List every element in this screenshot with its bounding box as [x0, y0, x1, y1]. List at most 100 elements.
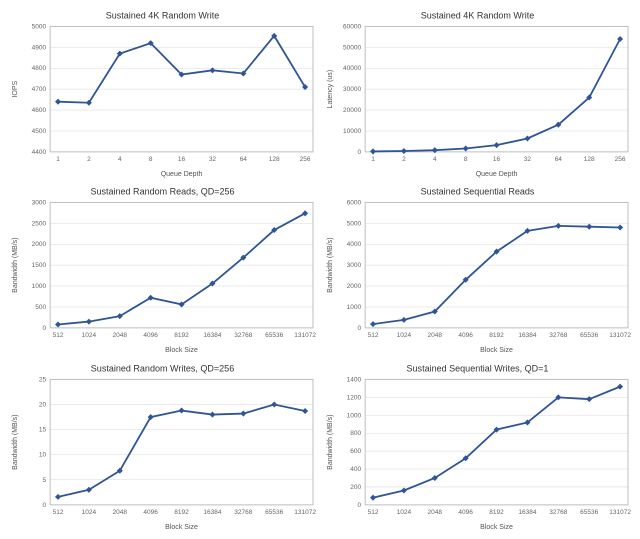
series-line: [373, 226, 620, 324]
x-tick-label: 8192: [174, 332, 189, 339]
y-tick-label: 1000: [347, 412, 362, 419]
y-tick-label: 1200: [347, 394, 362, 401]
y-tick-label: 2000: [347, 283, 362, 290]
y-tick-label: 5000: [32, 23, 47, 30]
x-tick-label: 16: [178, 156, 186, 163]
x-tick-label: 16384: [518, 509, 536, 516]
x-tick-label: 4096: [143, 332, 158, 339]
x-tick-label: 131072: [294, 332, 316, 339]
y-axis-label: Bandwidth (MB/s): [327, 414, 334, 469]
y-tick-label: 2500: [32, 221, 47, 228]
y-tick-label: 0: [358, 149, 362, 156]
series-marker: [209, 411, 215, 417]
y-tick-label: 4600: [32, 107, 47, 114]
series-marker: [463, 145, 469, 151]
y-tick-label: 5: [43, 476, 47, 483]
x-tick-label: 1: [371, 156, 375, 163]
x-tick-label: 2: [87, 156, 91, 163]
x-axis-label: Block Size: [165, 524, 198, 531]
x-tick-label: 65536: [580, 509, 598, 516]
y-tick-label: 4700: [32, 86, 47, 93]
y-tick-label: 800: [350, 430, 361, 437]
series-line: [58, 214, 305, 325]
x-tick-label: 16384: [203, 332, 221, 339]
series-line: [373, 386, 620, 497]
x-tick-label: 64: [240, 156, 248, 163]
x-axis-label: Block Size: [165, 347, 198, 354]
y-tick-label: 3000: [32, 200, 47, 207]
y-tick-label: 60000: [343, 23, 361, 30]
x-tick-label: 8192: [489, 509, 504, 516]
series-line: [373, 39, 620, 151]
x-axis-label: Queue Depth: [161, 171, 203, 178]
chart-svg: Sustained Random Reads, QD=2560500100015…: [6, 182, 319, 356]
x-tick-label: 4096: [458, 332, 473, 339]
chart-title: Sustained Sequential Reads: [421, 187, 535, 197]
x-tick-label: 256: [615, 156, 626, 163]
chart-svg: Sustained 4K Random Write010000200003000…: [321, 6, 634, 180]
x-axis-label: Queue Depth: [476, 171, 518, 178]
x-tick-label: 128: [584, 156, 595, 163]
series-marker: [179, 407, 185, 413]
x-tick-label: 65536: [580, 332, 598, 339]
y-tick-label: 0: [43, 502, 47, 509]
chart-grid: Sustained 4K Random Write 4 400 4 5 0 0 4600 470…: [6, 6, 634, 533]
series-marker: [240, 410, 246, 416]
y-tick-label: 3000: [347, 262, 362, 269]
series-marker: [617, 383, 623, 389]
x-tick-label: 1024: [82, 332, 97, 339]
chart-title: Sustained 4K Random Write: [421, 10, 535, 20]
series-marker: [55, 322, 61, 328]
x-tick-label: 8192: [489, 332, 504, 339]
chart-grid-page: Sustained 4K Random Write 4 400 4 5 0 0 4600 470…: [0, 0, 640, 539]
x-tick-label: 32: [209, 156, 217, 163]
series-marker: [401, 487, 407, 493]
chart-panel: Sustained 4K Random Write010000200003000…: [321, 6, 634, 180]
x-axis-label: Block Size: [480, 524, 513, 531]
x-tick-label: 512: [368, 332, 379, 339]
x-tick-label: 131072: [294, 509, 316, 516]
y-tick-label: 400: [350, 466, 361, 473]
x-tick-label: 4096: [458, 509, 473, 516]
chart-title: Sustained Random Reads, QD=256: [90, 187, 234, 197]
x-tick-label: 2048: [428, 509, 443, 516]
y-tick-label: 600: [350, 448, 361, 455]
x-tick-label: 4096: [143, 509, 158, 516]
x-tick-label: 4: [118, 156, 122, 163]
series-marker: [617, 225, 623, 231]
series-marker: [55, 493, 61, 499]
y-tick-label: 10: [39, 451, 47, 458]
y-tick-label: 4900: [32, 44, 47, 51]
y-tick-label: 25: [39, 376, 47, 383]
chart-panel: Sustained 4K Random Write440045004600470…: [6, 6, 319, 180]
y-tick-label: 50000: [343, 44, 361, 51]
series-marker: [370, 148, 376, 154]
x-tick-label: 8: [464, 156, 468, 163]
y-tick-label: 5000: [347, 221, 362, 228]
x-tick-label: 32768: [549, 509, 567, 516]
y-tick-label: 30000: [343, 86, 361, 93]
y-tick-label: 0: [358, 325, 362, 332]
y-axis-label: Bandwidth (MB/s): [327, 238, 334, 293]
y-tick-label: 20: [39, 401, 47, 408]
x-tick-label: 4: [433, 156, 437, 163]
x-tick-label: 32768: [234, 509, 252, 516]
series-marker: [55, 99, 61, 105]
plot-border: [50, 379, 313, 504]
y-tick-label: 20000: [343, 107, 361, 114]
series-marker: [555, 223, 561, 229]
x-tick-label: 128: [269, 156, 280, 163]
x-tick-label: 1024: [397, 509, 412, 516]
x-tick-label: 256: [300, 156, 311, 163]
y-tick-label: 1500: [32, 262, 47, 269]
x-tick-label: 2048: [428, 332, 443, 339]
chart-panel: Sustained Random Reads, QD=2560500100015…: [6, 182, 319, 356]
chart-panel: Sustained Sequential Reads01000200030004…: [321, 182, 634, 356]
x-tick-label: 16: [493, 156, 501, 163]
x-tick-label: 512: [368, 509, 379, 516]
y-tick-label: 2000: [32, 242, 47, 249]
series-marker: [494, 142, 500, 148]
y-tick-label: 4000: [347, 242, 362, 249]
series-marker: [586, 396, 592, 402]
series-line: [58, 404, 305, 496]
